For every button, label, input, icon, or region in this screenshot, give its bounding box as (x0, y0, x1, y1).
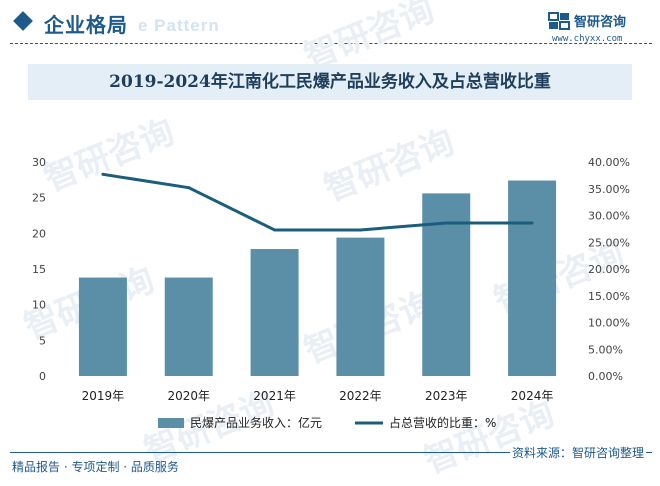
brand-url: www.chyxx.com (552, 34, 623, 44)
footer-slogan: 精品报告 · 专项定制 · 品质服务 (12, 460, 179, 474)
page-header: e Pattern 企业格局 智研咨询 www.chyxx.com (0, 0, 660, 46)
legend-bar-swatch (158, 418, 184, 428)
x-tick-label: 2024年 (511, 389, 554, 403)
y-left-tick-label: 25 (32, 192, 46, 205)
y-right-tick-label: 10.00% (588, 317, 630, 330)
brand-logo-block: 智研咨询 www.chyxx.com (548, 10, 646, 44)
legend-line-label: 占总营收的比重：% (389, 415, 496, 430)
y-left-tick-label: 5 (39, 334, 46, 347)
y-left-tick-label: 30 (32, 156, 46, 169)
line-point (444, 221, 448, 225)
y-right-tick-label: 40.00% (588, 156, 630, 169)
y-right-tick-label: 35.00% (588, 183, 630, 196)
line-point (187, 186, 191, 190)
y-right-tick-label: 5.00% (588, 343, 623, 356)
header-divider (10, 43, 652, 44)
line-point (273, 228, 277, 232)
y-left-tick-label: 15 (32, 263, 46, 276)
bar (422, 193, 471, 376)
y-right-tick-label: 30.00% (588, 210, 630, 223)
chart-title-band: 2019-2024年江南化工民爆产品业务收入及占总营收比重 (28, 64, 632, 100)
y-left-tick-label: 20 (32, 227, 46, 240)
x-tick-label: 2021年 (253, 389, 296, 403)
x-tick-label: 2020年 (167, 389, 210, 403)
legend-bar-label: 民爆产品业务收入：亿元 (190, 415, 322, 430)
bar (164, 277, 213, 376)
y-left-tick-label: 0 (39, 370, 46, 383)
footer-divider (10, 452, 652, 453)
bar (336, 237, 385, 376)
source-note: 资料来源：智研咨询整理 (509, 444, 646, 461)
section-title: 企业格局 (44, 13, 128, 37)
y-right-tick-label: 15.00% (588, 290, 630, 303)
y-left-tick-label: 10 (32, 299, 46, 312)
brand-name: 智研咨询 (574, 15, 627, 30)
x-tick-label: 2019年 (82, 389, 125, 403)
chart-title: 2019-2024年江南化工民爆产品业务收入及占总营收比重 (109, 72, 551, 92)
x-tick-label: 2022年 (339, 389, 382, 403)
bar (250, 249, 299, 376)
line-point (530, 221, 534, 225)
bar (78, 277, 127, 376)
y-right-tick-label: 25.00% (588, 236, 630, 249)
x-tick-label: 2023年 (425, 389, 468, 403)
line-point (101, 172, 105, 176)
brand-logo-icon (548, 12, 570, 30)
y-right-tick-label: 20.00% (588, 263, 630, 276)
y-right-tick-label: 0.00% (588, 370, 623, 383)
line-point (358, 228, 362, 232)
bar (508, 180, 557, 376)
header-ghost-text: e Pattern (138, 16, 220, 35)
series-line (102, 172, 533, 232)
